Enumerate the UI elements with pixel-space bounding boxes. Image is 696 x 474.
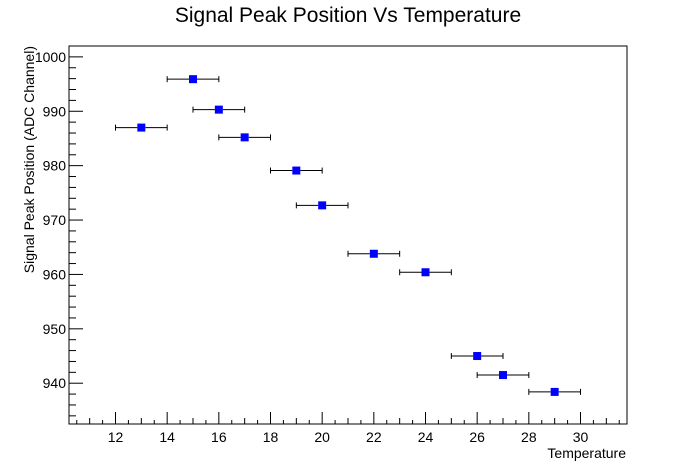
square-marker bbox=[473, 352, 482, 361]
x-tick-label: 30 bbox=[573, 429, 589, 445]
data-point bbox=[476, 371, 530, 380]
y-tick-label: 960 bbox=[43, 266, 67, 282]
x-tick-label: 20 bbox=[314, 429, 330, 445]
y-tick-label: 940 bbox=[43, 375, 67, 391]
y-axis-title: Signal Peak Position (ADC Channel) bbox=[21, 46, 37, 273]
data-point bbox=[450, 352, 504, 361]
data-point bbox=[295, 201, 349, 210]
y-tick-label: 970 bbox=[43, 212, 67, 228]
data-point bbox=[270, 166, 323, 175]
y-tick-label: 950 bbox=[43, 321, 67, 337]
data-point bbox=[192, 105, 246, 114]
y-tick-label: 980 bbox=[43, 158, 67, 174]
data-point bbox=[528, 387, 581, 396]
chart-title: Signal Peak Position Vs Temperature bbox=[174, 4, 522, 27]
x-tick-label: 22 bbox=[366, 429, 382, 445]
x-axis-title: Temperature bbox=[547, 445, 626, 461]
plot-frame bbox=[68, 45, 628, 425]
data-point bbox=[347, 249, 401, 258]
data-point bbox=[218, 133, 271, 142]
square-marker bbox=[318, 201, 327, 210]
x-tick-label: 14 bbox=[159, 429, 175, 445]
x-tick-label: 18 bbox=[263, 429, 279, 445]
square-marker bbox=[214, 105, 223, 114]
y-tick-label: 990 bbox=[43, 103, 67, 119]
data-point bbox=[399, 268, 452, 277]
axis-labels: 12 14 16 18 20 22 24 26 28 30 940 950 960 970 980 990 10… bbox=[21, 46, 626, 461]
square-marker bbox=[240, 133, 249, 142]
x-tick-label: 28 bbox=[521, 429, 537, 445]
data-point bbox=[166, 75, 220, 84]
x-tick-label: 16 bbox=[211, 429, 227, 445]
x-tick-label: 26 bbox=[469, 429, 485, 445]
square-marker bbox=[369, 249, 378, 258]
square-marker bbox=[499, 371, 507, 380]
x-tick-label: 12 bbox=[108, 429, 124, 445]
square-marker bbox=[137, 123, 146, 132]
square-marker bbox=[421, 268, 430, 277]
square-marker bbox=[292, 166, 301, 175]
square-marker bbox=[550, 387, 559, 396]
square-marker bbox=[189, 75, 197, 84]
axes bbox=[68, 45, 628, 425]
data-point bbox=[115, 123, 168, 132]
x-tick-label: 24 bbox=[418, 429, 434, 445]
data-points bbox=[115, 75, 581, 396]
y-tick-label: 1000 bbox=[35, 49, 66, 65]
